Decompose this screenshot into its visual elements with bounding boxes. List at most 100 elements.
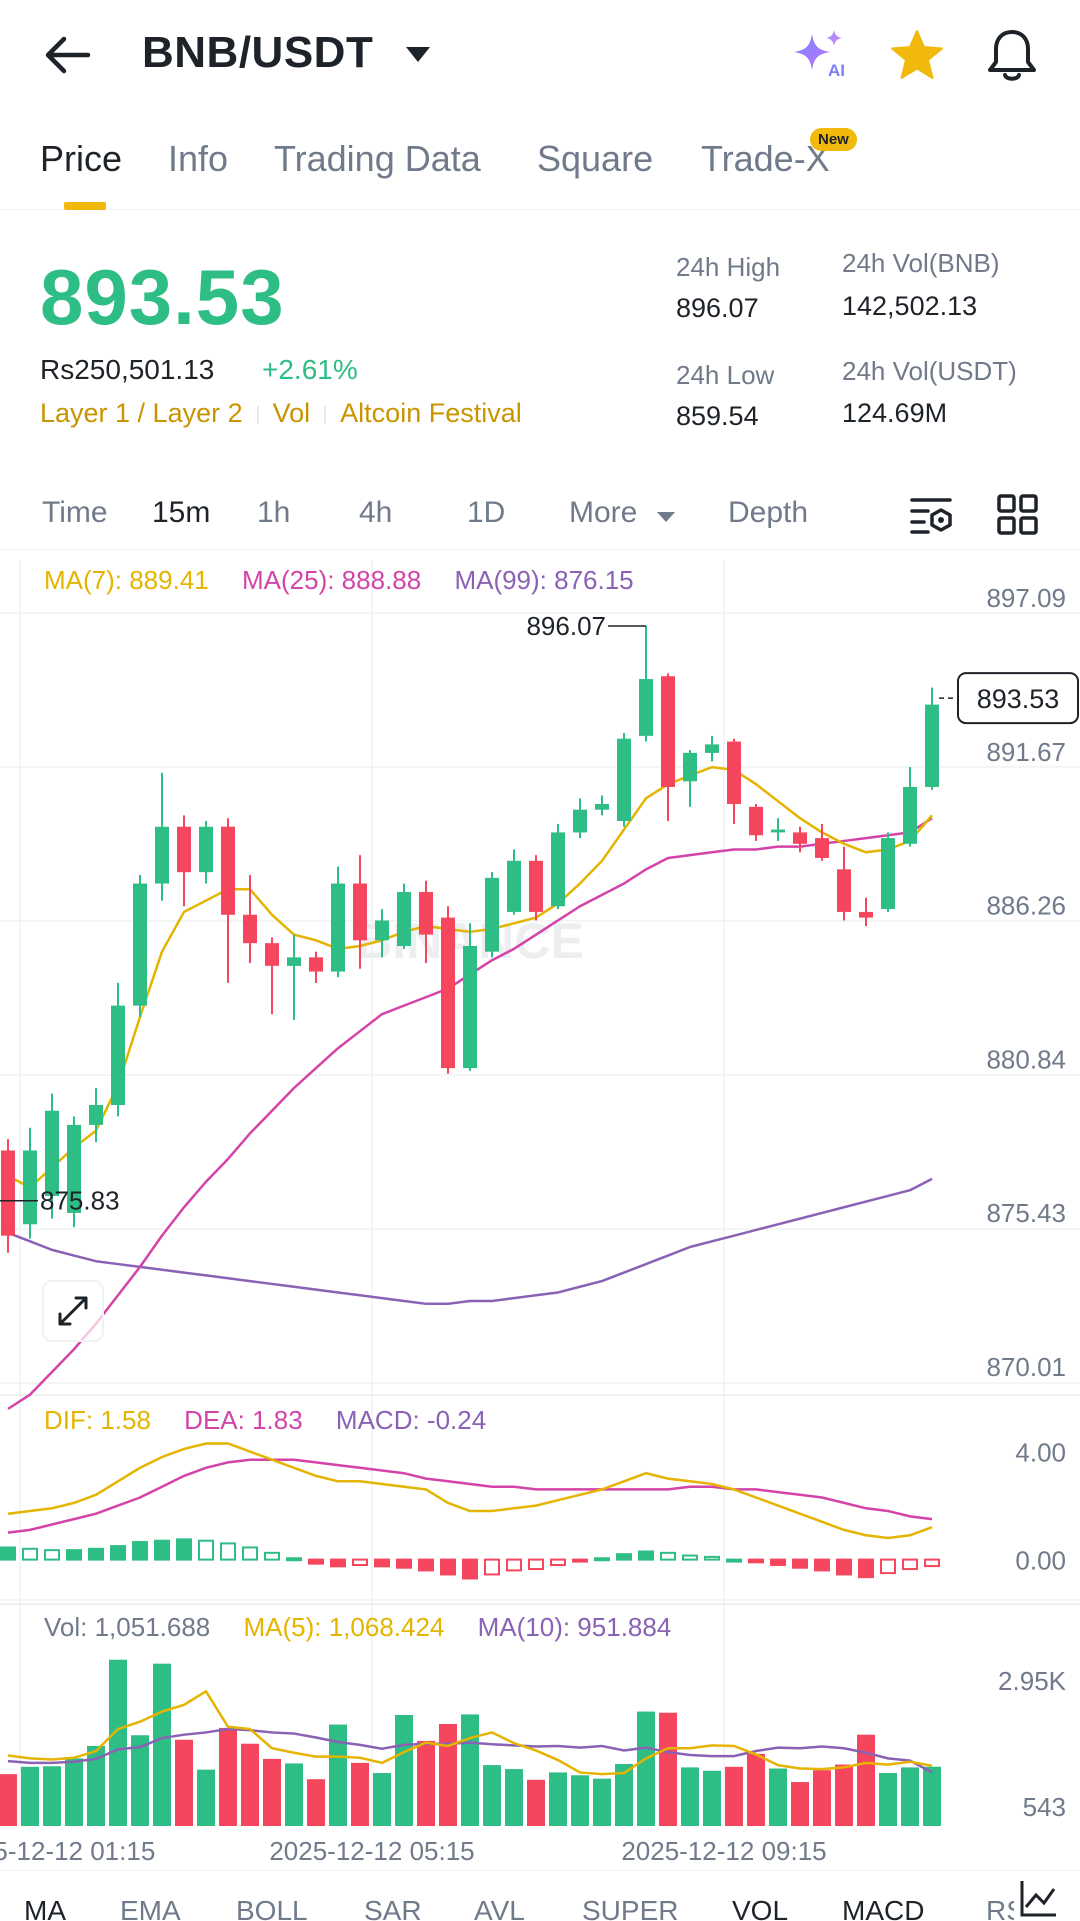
interval-15m[interactable]: 15m [152,496,211,529]
tag-altcoin-festival[interactable]: Altcoin Festival [340,398,522,428]
volume-bar [175,1739,193,1826]
macd-bar-up [660,1551,676,1561]
indicator-super[interactable]: SUPER [582,1895,679,1921]
volume-bar [505,1769,523,1826]
volume-bar [351,1762,369,1826]
more-caret-icon[interactable] [656,510,676,524]
category-tags: Layer 1 / Layer 2 Vol Altcoin Festival [40,398,522,429]
interval-depth[interactable]: Depth [728,496,809,529]
bell-icon[interactable] [984,26,1040,84]
stat-vol-quote-value: 124.69M [842,398,948,428]
candle-down [353,883,367,941]
candle-up [199,826,213,873]
main-legend: MA(7): 889.41 MA(25): 888.88 MA(99): 876… [44,565,634,596]
interval-bar: Time 15m 1h 4h 1D More Depth [0,480,1080,550]
volume-bar [725,1766,743,1826]
tag-layer[interactable]: Layer 1 / Layer 2 [40,398,243,428]
volume-bar [241,1743,259,1826]
macd-panel [0,1442,940,1580]
volume-y-tick: 543 [1023,1792,1066,1822]
tab-trading-data[interactable]: Trading Data [274,138,481,179]
tab-square[interactable]: Square [537,138,654,179]
candle-down [1,1150,15,1236]
macd-bar-up [264,1551,280,1561]
macd-bar-down [308,1558,324,1565]
back-arrow-icon[interactable] [40,30,100,80]
stat-low-label: 24h Low [676,360,775,390]
macd-bar-up [220,1542,236,1561]
stat-vol-quote-label: 24h Vol(USDT) [842,356,1017,386]
indicator-macd[interactable]: MACD [842,1895,925,1921]
volume-bar [813,1770,831,1826]
candlestick-chart[interactable]: BINANCE 896.07 875.83 893.53 897.09 891.67 8… [0,550,1080,1870]
macd-y-tick: 0.00 [1015,1546,1066,1576]
tab-price[interactable]: Price [40,138,123,179]
active-tab-indicator [64,202,106,210]
pair-title[interactable]: BNB/USDT [142,28,374,77]
interval-more[interactable]: More [569,496,638,529]
candle-up [925,704,939,787]
favorite-star-icon[interactable] [888,28,946,82]
macd-bar-up [0,1546,16,1561]
expand-chart-icon[interactable] [42,1280,104,1342]
candle-down [265,943,279,966]
candle-up [45,1110,59,1196]
indicator-settings-icon[interactable] [1014,1875,1060,1921]
tag-divider [256,405,259,424]
volume-bar [109,1659,127,1826]
indicator-sar[interactable]: SAR [364,1895,422,1921]
volume-bar [153,1663,171,1826]
candle-down [727,741,741,805]
ai-label: AI [828,61,845,80]
macd-bar-down [352,1558,368,1566]
last-price: 893.53 [40,253,285,341]
candle-down [419,892,433,935]
volume-bar [219,1727,237,1826]
tab-trade-x[interactable]: Trade-X [701,138,830,179]
indicator-avl[interactable]: AVL [474,1895,525,1921]
dea-line [7,1458,933,1534]
macd-bar-up [176,1538,192,1561]
candle-up [881,838,895,910]
legend-macd: MACD: -0.24 [335,1405,487,1435]
volume-bar [87,1745,105,1826]
volume-bar [923,1766,941,1826]
volume-bar [131,1735,149,1826]
price-change-percent: +2.61% [262,354,358,385]
stat-high-label: 24h High [676,252,781,282]
candle-up [111,1005,125,1106]
chart-settings-icon[interactable] [908,492,956,538]
tag-vol[interactable]: Vol [272,398,311,428]
volume-bar [439,1723,457,1826]
x-tick-label: 2025-12-12 09:15 [621,1836,826,1866]
volume-bar [527,1779,545,1826]
fiat-price: Rs250,501.13 [40,354,215,385]
ai-sparkle-icon[interactable]: AI [790,26,850,82]
interval-1h[interactable]: 1h [257,496,291,529]
volume-bar [43,1766,61,1826]
volume-bar [769,1768,787,1826]
volume-bar [549,1772,567,1826]
indicator-vol[interactable]: VOL [732,1895,789,1921]
tab-info[interactable]: Info [168,138,229,179]
stat-low-value: 859.54 [676,401,759,431]
macd-bar-up [132,1541,148,1561]
interval-time[interactable]: Time [42,496,108,529]
interval-1d[interactable]: 1D [467,496,506,529]
layout-grid-icon[interactable] [994,492,1042,538]
macd-bar-up [286,1557,302,1562]
ma-lines [7,765,933,1410]
indicator-tabs: MA EMA BOLL SAR AVL SUPER VOL MACD RSI [0,1870,1080,1921]
macd-bar-up [22,1547,38,1561]
volume-bar [615,1764,633,1826]
vol-ma10-line [7,1727,933,1774]
interval-4h[interactable]: 4h [359,496,393,529]
stat-vol-base-value: 142,502.13 [842,291,978,321]
legend-ma25: MA(25): 888.88 [241,565,422,595]
stat-high-value: 896.07 [676,293,759,323]
indicator-ma[interactable]: MA [24,1895,66,1921]
indicator-ema[interactable]: EMA [120,1895,181,1921]
caret-down-icon[interactable] [404,44,432,66]
indicator-boll[interactable]: BOLL [236,1895,308,1921]
